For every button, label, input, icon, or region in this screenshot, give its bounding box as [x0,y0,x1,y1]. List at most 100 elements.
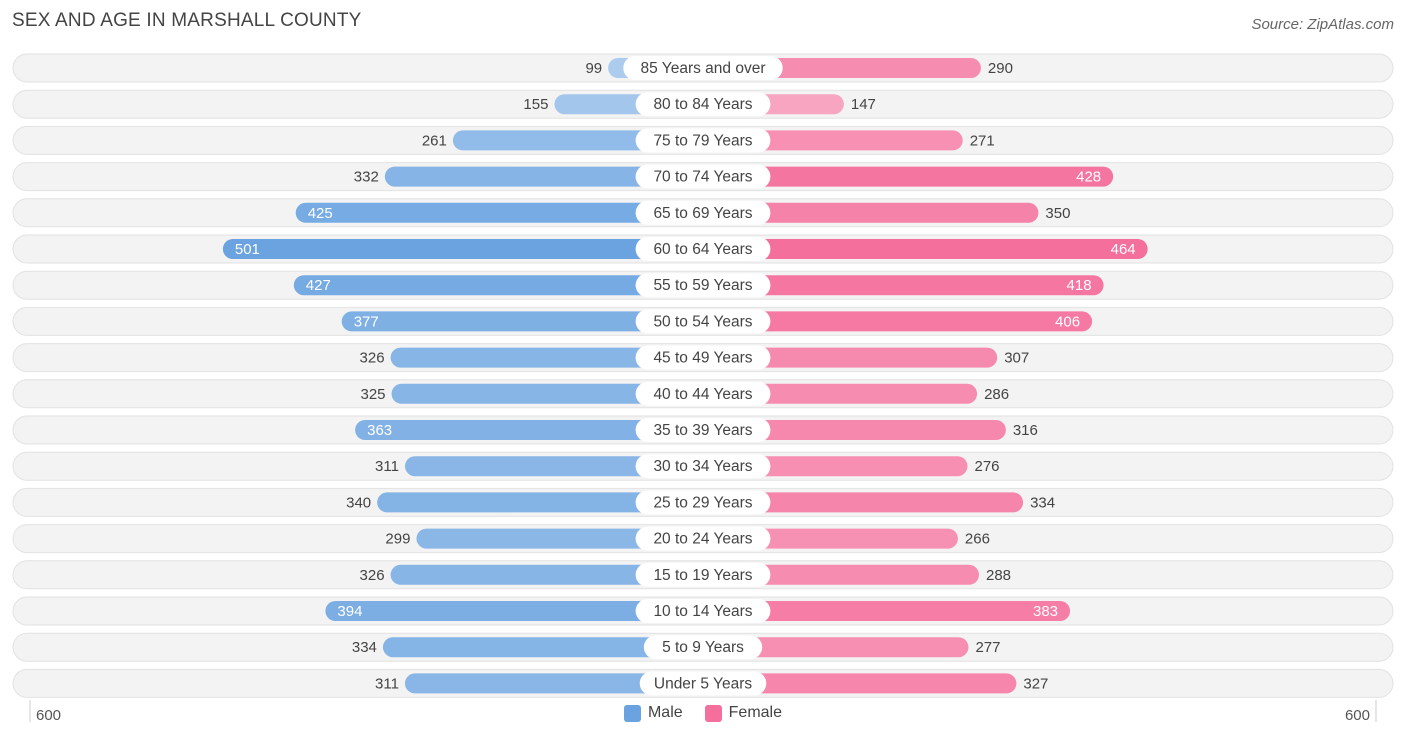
legend: Male Female [0,704,1406,722]
bar-male [293,275,703,296]
bar-female [703,239,1148,259]
category-label-pill [635,128,771,153]
category-label-pill [635,418,771,442]
bar-male [341,311,703,332]
value-label-female: 418 [1067,277,1092,294]
category-label: 55 to 59 Years [653,277,752,294]
category-label: 75 to 79 Years [653,132,752,149]
value-label-female: 277 [975,639,1000,656]
value-label-male: 377 [354,313,379,330]
bar-female [703,564,979,585]
category-label-pill [635,562,771,587]
bar-male [384,166,703,187]
value-label-male: 340 [346,494,371,511]
value-label-male: 311 [375,675,399,692]
category-label-pill [635,309,771,334]
category-label-pill [635,273,771,298]
value-label-female: 266 [965,531,990,548]
bar-female [703,347,998,368]
value-label-male: 363 [367,422,392,439]
category-label-pill [635,490,771,515]
value-label-female: 383 [1033,603,1058,620]
value-label-male: 332 [354,169,379,186]
value-label-male: 501 [235,241,260,258]
category-label-pill [635,345,771,370]
category-label: 70 to 74 Years [653,169,752,186]
bar-male [377,492,703,513]
category-label: 40 to 44 Years [653,386,752,403]
category-label-pill [623,56,783,80]
legend-male-label: Male [647,704,683,721]
category-label-pill [635,454,771,479]
category-label: 20 to 24 Years [653,531,752,548]
axis-label-left: 600 [36,707,62,724]
axis-label-right: 600 [1344,707,1370,724]
value-label-female: 316 [1013,422,1038,439]
bar-male [404,456,703,477]
category-label-pill [635,237,771,261]
legend-male: Male [623,704,683,722]
bar-male [416,528,703,549]
category-label: 80 to 84 Years [653,96,752,113]
category-label: Under 5 Years [654,675,752,692]
bar-female [703,420,1006,440]
value-label-female: 147 [851,96,876,113]
category-label: 45 to 49 Years [653,350,752,367]
category-label-pill [635,599,771,623]
category-label: 25 to 29 Years [653,494,752,511]
category-label: 5 to 9 Years [662,639,744,656]
bar-male [390,347,703,368]
bar-female [703,601,1071,621]
legend-female: Female [704,704,783,722]
legend-female-label: Female [728,704,783,721]
value-label-male: 427 [306,277,331,294]
value-label-female: 271 [970,132,995,149]
category-label: 30 to 34 Years [653,458,752,475]
bar-male [390,564,703,585]
category-label: 50 to 54 Years [653,313,752,330]
bar-female [703,202,1039,223]
value-label-male: 394 [337,603,362,620]
legend-male-swatch [623,704,641,722]
chart-title: SEX AND AGE IN MARSHALL COUNTY [12,10,362,31]
bar-male [355,420,703,440]
value-label-male: 326 [360,350,385,367]
value-label-female: 290 [988,60,1013,77]
value-label-female: 286 [984,386,1009,403]
bar-male [325,601,703,621]
value-label-male: 261 [422,132,447,149]
value-label-male: 425 [308,205,333,222]
bar-female [703,492,1024,513]
bar-male [391,383,703,404]
value-label-female: 428 [1076,169,1101,186]
value-label-male: 334 [352,639,377,656]
value-label-female: 464 [1111,241,1136,258]
value-label-female: 406 [1055,313,1080,330]
bar-female [703,275,1104,296]
value-label-male: 325 [361,386,386,403]
bar-female [703,383,978,404]
value-label-female: 327 [1023,675,1048,692]
chart-source: Source: ZipAtlas.com [1251,16,1394,33]
category-label: 65 to 69 Years [653,205,752,222]
bar-male [382,637,703,658]
bar-male [295,202,703,223]
bar-male [404,673,703,694]
bar-female [703,311,1093,332]
value-label-female: 276 [975,458,1000,475]
value-label-male: 311 [375,458,399,475]
value-label-female: 350 [1045,205,1070,222]
category-label-pill [635,92,771,117]
bar-female [703,637,969,658]
category-label-pill [635,200,771,225]
value-label-female: 288 [986,567,1011,584]
value-label-male: 299 [385,531,410,548]
category-label-pill [639,671,767,696]
bar-female [703,673,1017,694]
category-label: 85 Years and over [641,60,766,77]
bar-male [222,239,703,259]
category-label-pill [643,635,763,660]
category-label-pill [635,164,771,189]
value-label-female: 307 [1004,350,1029,367]
